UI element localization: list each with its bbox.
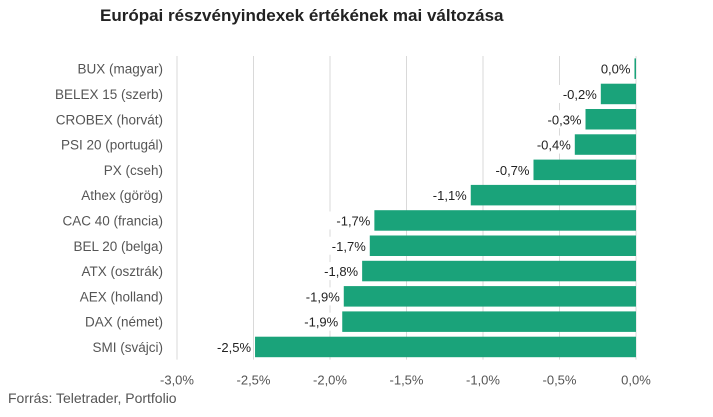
data-label: -0,2% xyxy=(563,87,597,102)
x-tick-label: -2,0% xyxy=(313,373,347,388)
data-labels: 0,0% -0,2% -0,3% -0,4% -0,7% -1,1% -1,7% -1,7% -… xyxy=(209,59,633,356)
data-label: -1,7% xyxy=(336,213,370,228)
data-label-bg xyxy=(323,236,368,255)
bar xyxy=(343,286,636,307)
data-label: -0,4% xyxy=(537,138,571,153)
bar xyxy=(585,109,636,130)
data-label-bg xyxy=(528,135,573,154)
bar xyxy=(634,58,636,79)
category-label: ATX (osztrák) xyxy=(81,264,163,279)
x-axis-tick-labels: -3,0% -2,5% -2,0% -1,5% -1,0% -0,5% 0,0% xyxy=(160,373,651,388)
data-label: -0,3% xyxy=(548,112,582,127)
data-label-bg xyxy=(588,59,633,78)
category-label: CAC 40 (francia) xyxy=(62,213,163,228)
category-label: Athex (görög) xyxy=(81,188,163,203)
bar xyxy=(342,311,636,332)
data-label-bg xyxy=(328,211,373,230)
x-tick-label: 0,0% xyxy=(621,373,651,388)
data-label-bg xyxy=(296,312,341,331)
data-label: -2,5% xyxy=(217,340,251,355)
bar xyxy=(255,336,636,358)
category-label: BELEX 15 (szerb) xyxy=(55,87,163,102)
category-label: BEL 20 (belga) xyxy=(73,239,163,254)
bar xyxy=(600,83,636,105)
category-label: DAX (német) xyxy=(85,315,163,330)
bars xyxy=(255,58,636,358)
data-label-bg xyxy=(424,186,469,205)
source-note: Forrás: Teletrader, Portfolio xyxy=(8,390,177,406)
data-label: -1,9% xyxy=(306,289,340,304)
category-label: AEX (holland) xyxy=(80,289,163,304)
bar xyxy=(369,235,636,256)
gridlines xyxy=(176,56,637,360)
data-label-bg xyxy=(297,287,342,306)
data-label-bg xyxy=(209,337,254,356)
data-label: -1,1% xyxy=(433,188,467,203)
data-label-bg xyxy=(487,160,532,179)
x-tick-label: -1,0% xyxy=(466,373,500,388)
chart-title: Európai részvényindexek értékének mai vá… xyxy=(100,6,504,25)
x-tick-label: -0,5% xyxy=(543,373,577,388)
data-label-bg xyxy=(316,262,361,281)
category-label: BUX (magyar) xyxy=(77,62,163,77)
x-tick-label: -1,5% xyxy=(390,373,424,388)
data-label-bg xyxy=(554,84,599,103)
data-label: -0,7% xyxy=(496,163,530,178)
category-labels: BUX (magyar) BELEX 15 (szerb) CROBEX (horv… xyxy=(55,62,163,355)
data-label: -1,8% xyxy=(324,264,358,279)
category-label: CROBEX (horvát) xyxy=(56,112,163,127)
data-label: -1,9% xyxy=(304,315,338,330)
bar xyxy=(533,159,636,181)
bar xyxy=(374,210,636,231)
category-label: PX (cseh) xyxy=(104,163,163,178)
bar xyxy=(470,184,636,206)
bar xyxy=(574,134,636,155)
x-tick-label: -3,0% xyxy=(160,373,194,388)
data-label-bg xyxy=(539,110,584,129)
bar xyxy=(362,260,636,282)
category-label: PSI 20 (portugál) xyxy=(61,138,163,153)
data-label: 0,0% xyxy=(601,62,631,77)
category-label: SMI (svájci) xyxy=(93,340,164,355)
data-label: -1,7% xyxy=(332,239,366,254)
x-tick-label: -2,5% xyxy=(237,373,271,388)
